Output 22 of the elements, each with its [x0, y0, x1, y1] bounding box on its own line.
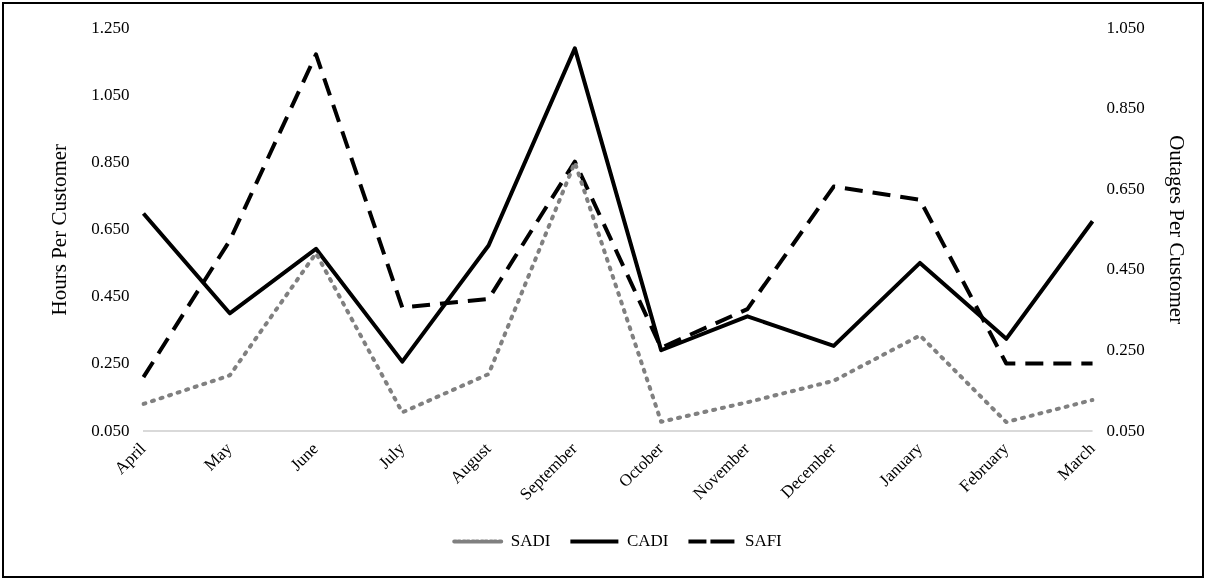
x-tick-label: June — [286, 438, 322, 475]
y-tick-label: 1.050 — [91, 84, 130, 104]
line-series — [141, 160, 1095, 425]
y-axis-title: Hours Per Customer — [47, 143, 72, 316]
y2-tick-label: 0.250 — [1106, 340, 1145, 360]
legend-label: SAFI — [744, 530, 783, 550]
y-tick-label: 0.250 — [91, 353, 130, 373]
y-tick-label: 0.850 — [91, 151, 130, 171]
y2-tick-label: 0.850 — [1106, 98, 1145, 118]
y-tick-label: 0.450 — [91, 286, 130, 306]
legend-label: SADI — [510, 530, 551, 550]
x-tick-label: May — [200, 438, 237, 475]
legend-label: CADI — [626, 530, 669, 550]
x-tick-label: July — [374, 438, 409, 473]
y2-tick-label: 1.050 — [1106, 17, 1145, 37]
y2-tick-label: 0.050 — [1106, 420, 1145, 440]
y-tick-label: 1.250 — [91, 17, 130, 37]
y2-axis-title: Outages Per Customer — [1164, 135, 1189, 325]
y-tick-label: 0.650 — [91, 219, 130, 239]
y2-tick-label: 0.650 — [1106, 178, 1145, 198]
y2-tick-label: 0.450 — [1106, 259, 1145, 279]
y-tick-label: 0.050 — [91, 420, 130, 440]
